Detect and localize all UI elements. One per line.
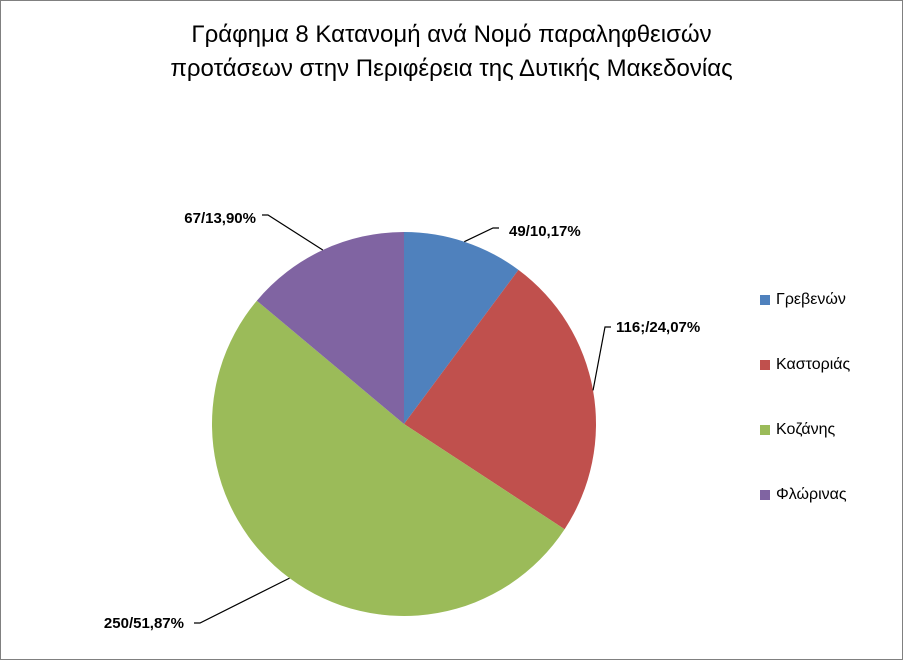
legend-item-florina: Φλώρινας [760, 484, 850, 506]
legend-swatch-kastoria [760, 360, 770, 370]
leader-line-florina [262, 214, 324, 251]
legend-swatch-florina [760, 490, 770, 500]
pie-slice-grevena [404, 232, 519, 424]
data-label-florina: 67/13,90% [184, 210, 256, 227]
data-label-kozani: 250/51,87% [104, 615, 184, 632]
chart-title-line-2: προτάσεων στην Περιφέρεια της Δυτικής Μα… [170, 55, 733, 82]
legend-swatch-grevena [760, 295, 770, 305]
pie-slice-kozani [212, 300, 565, 616]
pie-slices [212, 232, 596, 616]
pie-slice-kastoria [404, 269, 596, 530]
pie-slice-florina [256, 232, 404, 424]
data-label-grevena: 49/10,17% [509, 223, 581, 240]
chart-title: Γράφημα 8 Κατανομή ανά Νομό παραληφθεισώ… [0, 18, 903, 86]
data-label-kastoria: 116;/24,07% [616, 319, 700, 336]
chart-title-line-1: Γράφημα 8 Κατανομή ανά Νομό παραληφθεισώ… [191, 21, 712, 48]
legend-item-kastoria: Καστοριάς [760, 354, 850, 376]
legend-label-florina: Φλώρινας [776, 486, 847, 503]
leader-lines [194, 214, 611, 624]
leader-line-grevena [464, 227, 499, 243]
legend-label-grevena: Γρεβενών [776, 291, 846, 308]
leader-line-kastoria [592, 326, 611, 391]
legend-swatch-kozani [760, 425, 770, 435]
data-labels: 49/10,17% 116;/24,07% 250/51,87% 67/13,90% [104, 210, 700, 632]
legend-label-kozani: Κοζάνης [776, 421, 836, 438]
legend-item-kozani: Κοζάνης [760, 419, 850, 441]
legend-item-grevena: Γρεβενών [760, 289, 850, 311]
legend-label-kastoria: Καστοριάς [776, 356, 851, 373]
leader-line-kozani [194, 577, 290, 624]
legend: Γρεβενών Καστοριάς Κοζάνης Φλώρινας [760, 289, 850, 549]
